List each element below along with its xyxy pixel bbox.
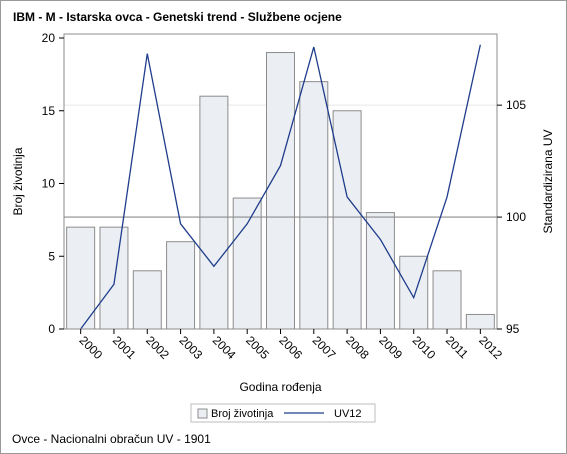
uv-line-group [80, 44, 481, 330]
x-tick-label-2000: 2000 [77, 333, 106, 362]
chart-title: IBM - M - Istarska ovca - Genetski trend… [13, 10, 342, 24]
bar-2003 [166, 241, 196, 330]
y-right-tick-label: 105 [506, 98, 526, 112]
y-right-axis-title: Standardizirana UV [541, 129, 555, 233]
legend-swatch-bars [197, 408, 208, 419]
x-tick-label-2007: 2007 [310, 333, 339, 362]
bar-2004 [199, 95, 229, 330]
x-tick-label-2001: 2001 [110, 333, 139, 362]
bar-2005 [232, 197, 262, 330]
x-tick-label-2004: 2004 [210, 333, 239, 362]
x-tick-label-2002: 2002 [143, 333, 172, 362]
y-right-tick-label: 95 [506, 322, 520, 336]
legend-label-line: UV12 [334, 408, 362, 420]
x-tick-label-2010: 2010 [410, 333, 439, 362]
y-left-axis-title: Broj životinja [11, 147, 25, 215]
y-right-tick-label: 100 [506, 210, 526, 224]
y-left-tick-label: 10 [42, 177, 56, 191]
x-tick-label-2008: 2008 [343, 333, 372, 362]
bar-2012 [465, 313, 495, 330]
x-axis-title: Godina rođenja [239, 380, 321, 394]
bar-2002 [132, 270, 162, 330]
x-tick-label-2003: 2003 [176, 333, 205, 362]
x-tick-label-2009: 2009 [376, 333, 405, 362]
bar-2009 [365, 212, 395, 330]
bar-2006 [266, 52, 295, 330]
x-tick-label-2005: 2005 [243, 333, 272, 362]
legend-label-bars: Broj životinja [211, 408, 274, 420]
bar-2008 [332, 110, 362, 330]
bars [66, 52, 495, 330]
x-tick-label-2011: 2011 [443, 333, 471, 361]
x-tick-label-2012: 2012 [476, 333, 505, 362]
y-left-tick-label: 15 [42, 104, 56, 118]
bar-2001 [99, 226, 129, 330]
legend-box [190, 403, 376, 423]
bar-2011 [432, 270, 462, 330]
x-tick-label-2006: 2006 [276, 333, 305, 362]
bar-2000 [66, 226, 96, 330]
y-left-tick-label: 20 [42, 31, 56, 45]
bar-2007 [299, 81, 329, 330]
y-left-tick-label: 0 [48, 322, 55, 336]
y-left-tick-label: 5 [48, 249, 55, 263]
legend: Broj životinja UV12 [190, 403, 376, 423]
footnote: Ovce - Nacionalni obračun UV - 1901 [12, 432, 211, 446]
